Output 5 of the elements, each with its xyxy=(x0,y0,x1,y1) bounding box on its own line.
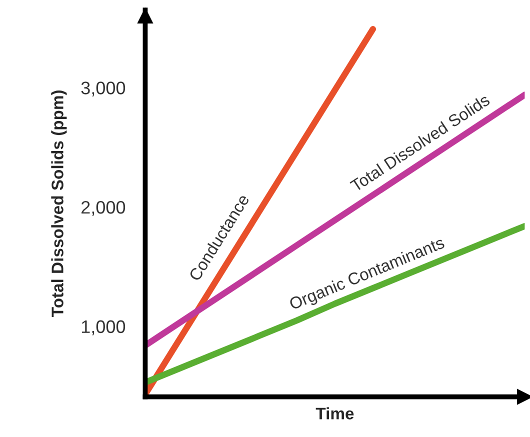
y-tick-label: 2,000 xyxy=(82,200,126,216)
y-tick-label: 3,000 xyxy=(81,82,126,96)
y-axis-title: Total Dissolved Solids (ppm) xyxy=(51,90,67,317)
y-tick-label: 1,000 xyxy=(82,320,126,336)
x-axis-title: Time xyxy=(316,407,354,420)
